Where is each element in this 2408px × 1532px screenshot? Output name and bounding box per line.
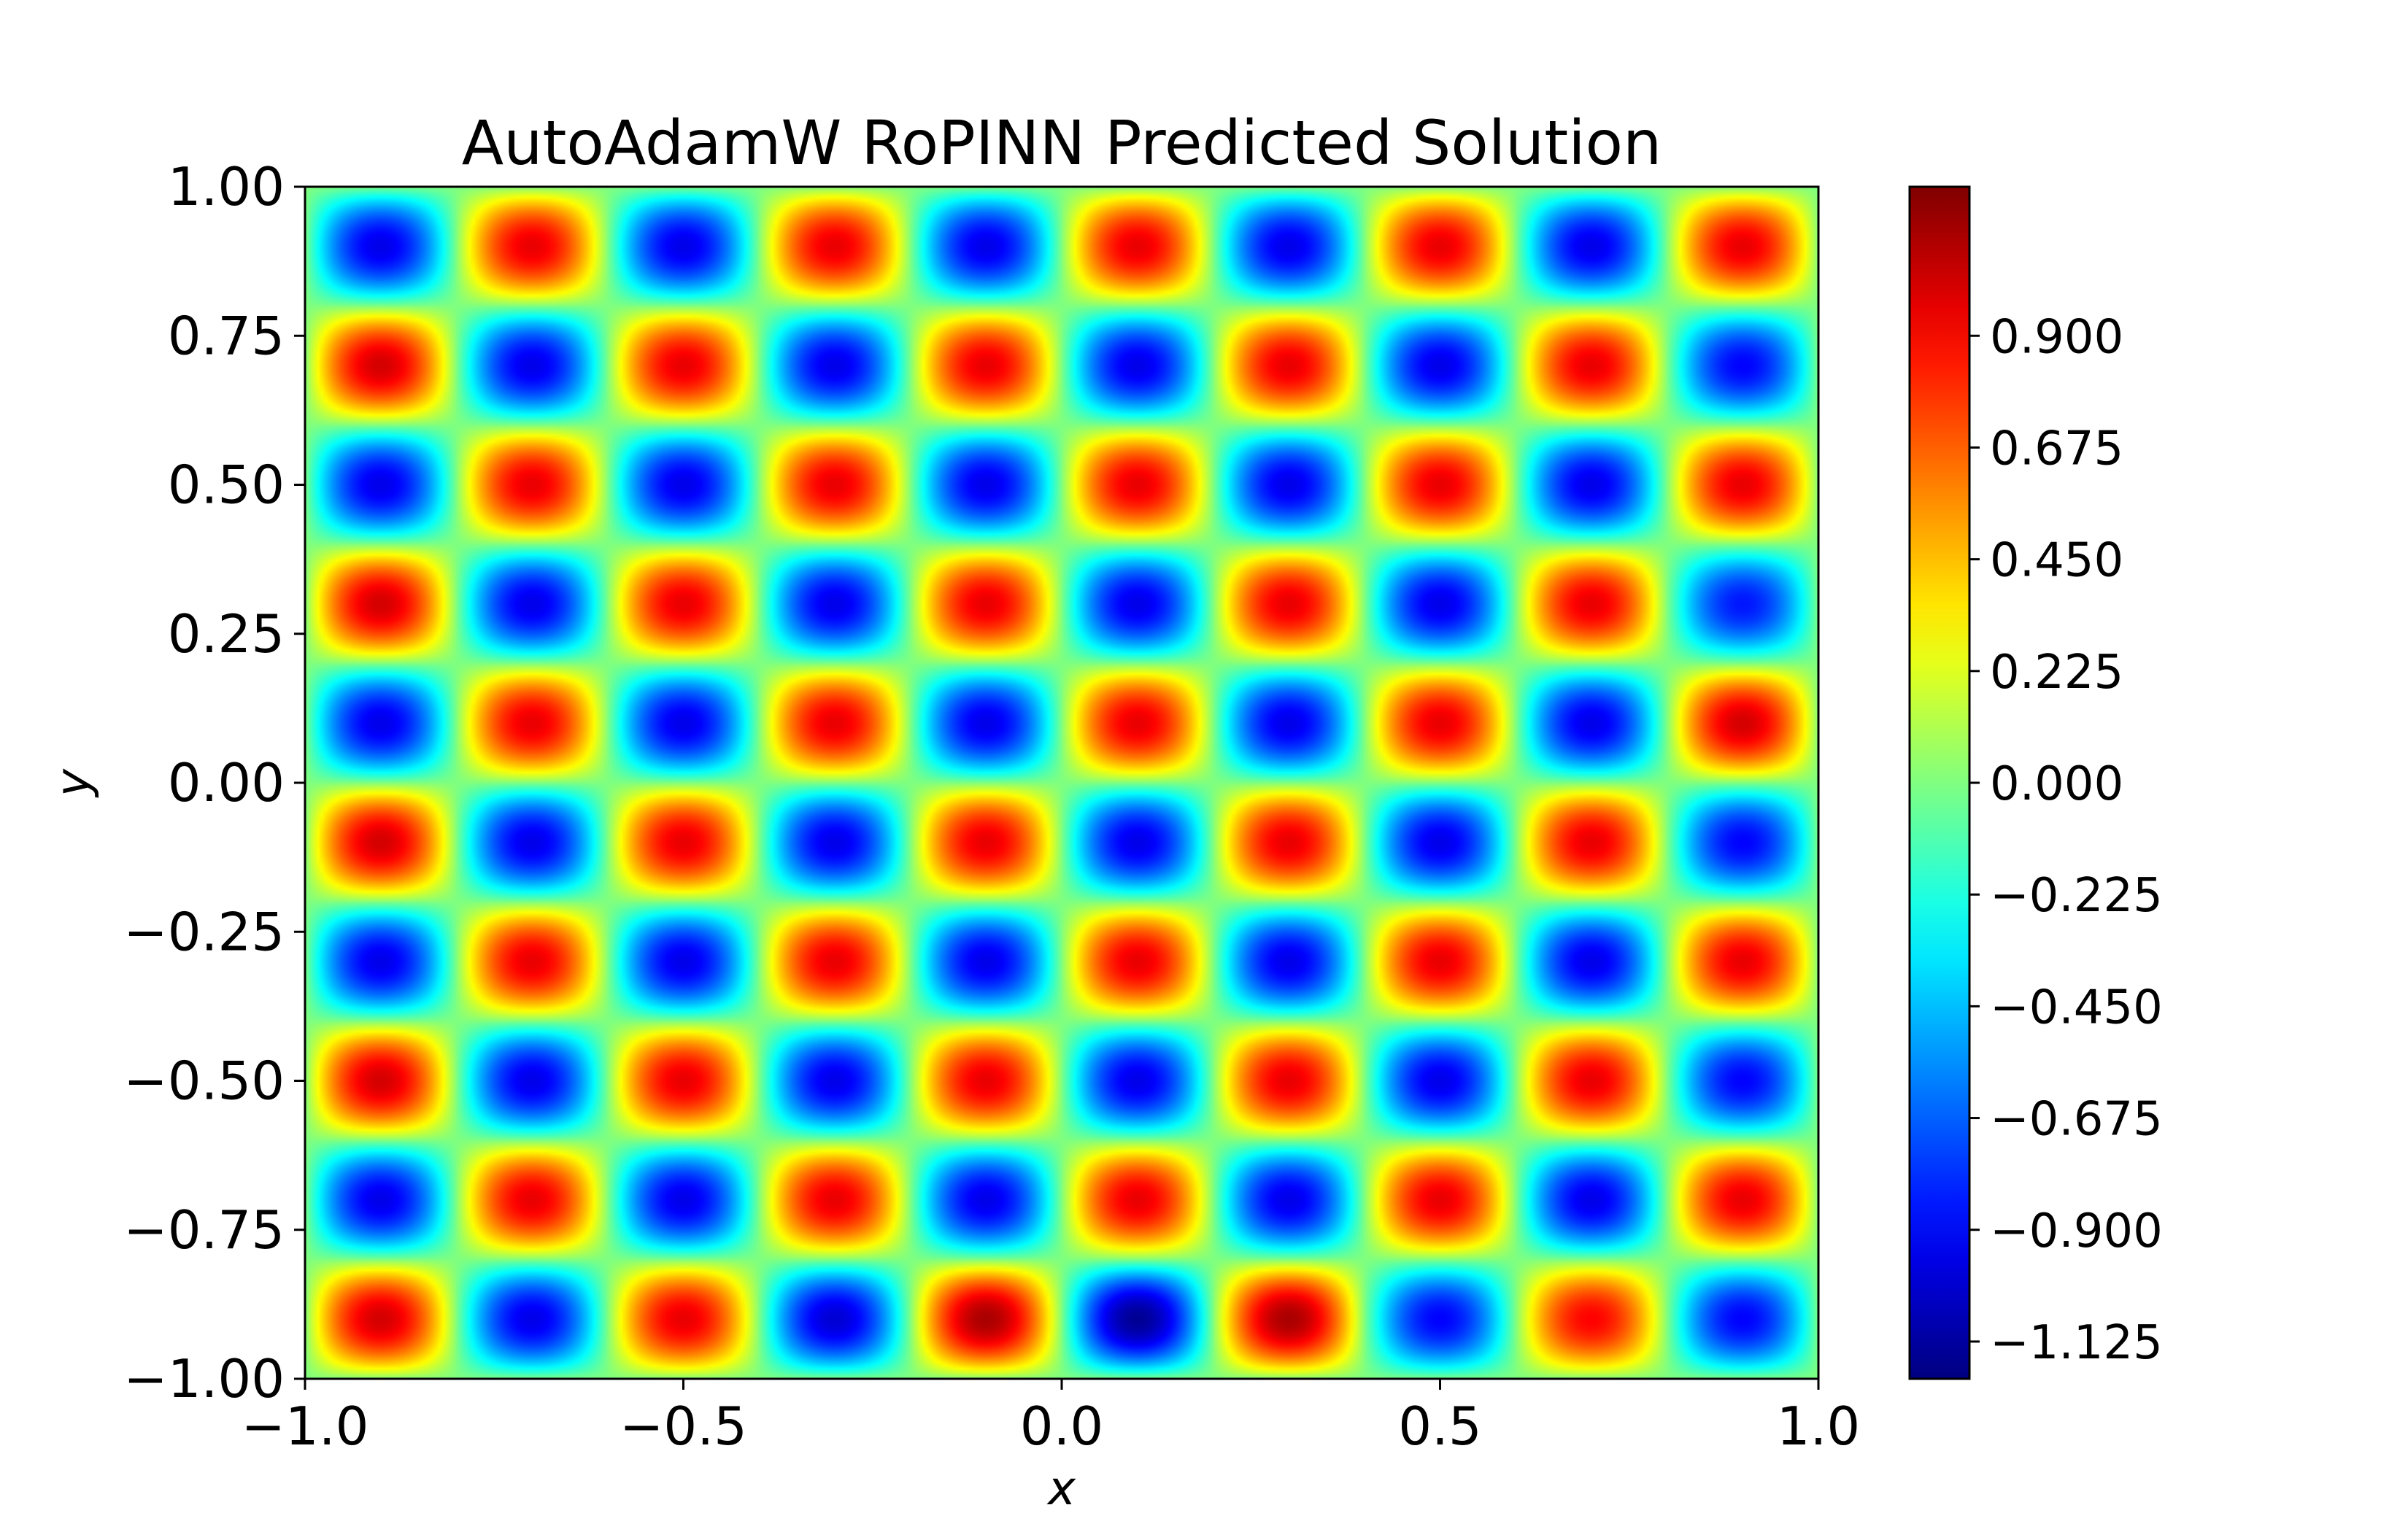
y-tick-label: 0.25 (168, 603, 285, 665)
colorbar-gradient (1910, 187, 1969, 1379)
colorbar-tick-label: −0.450 (1990, 980, 2163, 1034)
x-tick-label: 1.0 (1777, 1396, 1861, 1457)
colorbar-tick-label: −0.675 (1990, 1093, 2163, 1147)
y-axis-label: y (47, 768, 101, 798)
colorbar-tick-label: 0.900 (1990, 310, 2123, 364)
colorbar-tick-label: −0.900 (1990, 1204, 2163, 1258)
colorbar-tick-label: 0.000 (1990, 757, 2123, 811)
y-axis-ticks: −1.00 −0.75 −0.50 −0.25 0.00 0.25 0.50 0.75 1.00 (123, 156, 305, 1409)
y-tick-label: 0.50 (168, 454, 285, 516)
heatmap-field (305, 187, 1818, 1379)
y-tick-label: 0.00 (168, 752, 285, 813)
y-tick-label: −0.50 (123, 1051, 285, 1112)
y-tick-label: 0.75 (168, 305, 285, 366)
y-tick-label: −0.25 (123, 901, 285, 962)
y-tick-label: −1.00 (123, 1348, 285, 1409)
colorbar: −1.125 −0.900 −0.675 −0.450 −0.225 0.000 0.225… (1908, 185, 2163, 1380)
plot-area (304, 185, 1820, 1380)
x-axis-label: x (1046, 1462, 1076, 1516)
x-tick-label: 0.0 (1020, 1396, 1104, 1457)
colorbar-tick-label: 0.450 (1990, 534, 2123, 588)
x-tick-label: −1.0 (242, 1396, 369, 1457)
x-axis-ticks: −1.0 −0.5 0.0 0.5 1.0 (242, 1379, 1861, 1457)
colorbar-tick-label: 0.675 (1990, 422, 2123, 476)
chart-title: AutoAdamW RoPINN Predicted Solution (462, 107, 1662, 179)
colorbar-tick-label: −0.225 (1990, 869, 2163, 923)
colorbar-tick-label: 0.225 (1990, 646, 2123, 700)
y-tick-label: −0.75 (123, 1199, 285, 1261)
y-tick-label: 1.00 (168, 156, 285, 217)
x-tick-label: −0.5 (620, 1396, 747, 1457)
colorbar-tick-label: −1.125 (1990, 1316, 2163, 1370)
colorbar-ticks: −1.125 −0.900 −0.675 −0.450 −0.225 0.000 0.225… (1969, 310, 2163, 1370)
x-tick-label: 0.5 (1398, 1396, 1482, 1457)
